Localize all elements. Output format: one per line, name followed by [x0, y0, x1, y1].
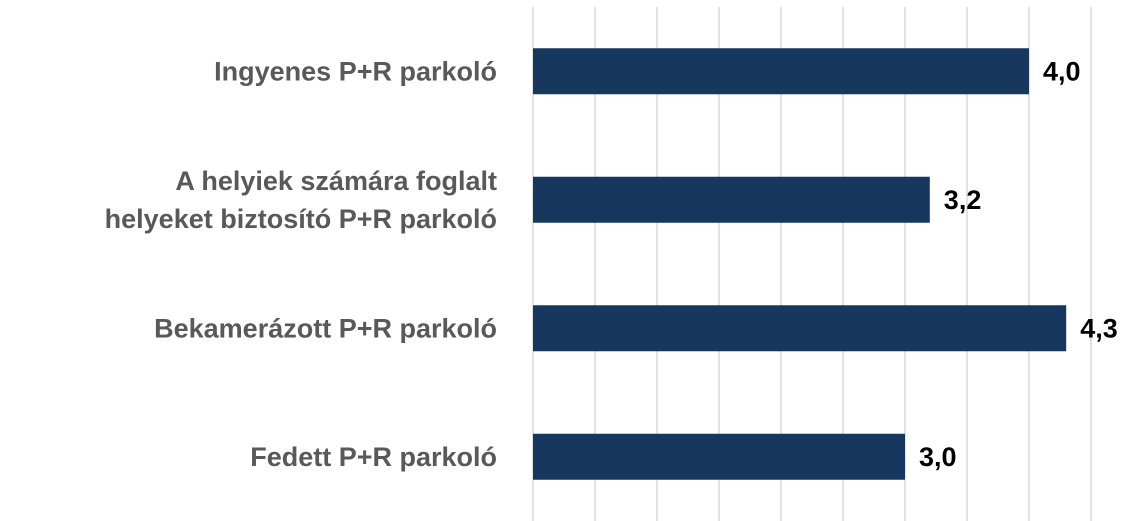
bar — [533, 433, 905, 480]
y-tick-label: Ingyenes P+R parkoló — [214, 56, 497, 86]
y-tick-label: A helyiek számára foglalt helyeket biztos… — [105, 166, 497, 234]
data-label: 3,0 — [919, 442, 957, 472]
data-label: 3,2 — [944, 185, 982, 215]
data-label: 4,0 — [1043, 56, 1081, 86]
bar — [533, 305, 1067, 352]
y-tick-label: Fedett P+R parkoló — [250, 442, 497, 472]
data-label: 4,3 — [1080, 313, 1118, 343]
y-tick-label: Bekamerázott P+R parkoló — [154, 313, 497, 343]
bar — [533, 176, 930, 223]
bar — [533, 48, 1029, 95]
